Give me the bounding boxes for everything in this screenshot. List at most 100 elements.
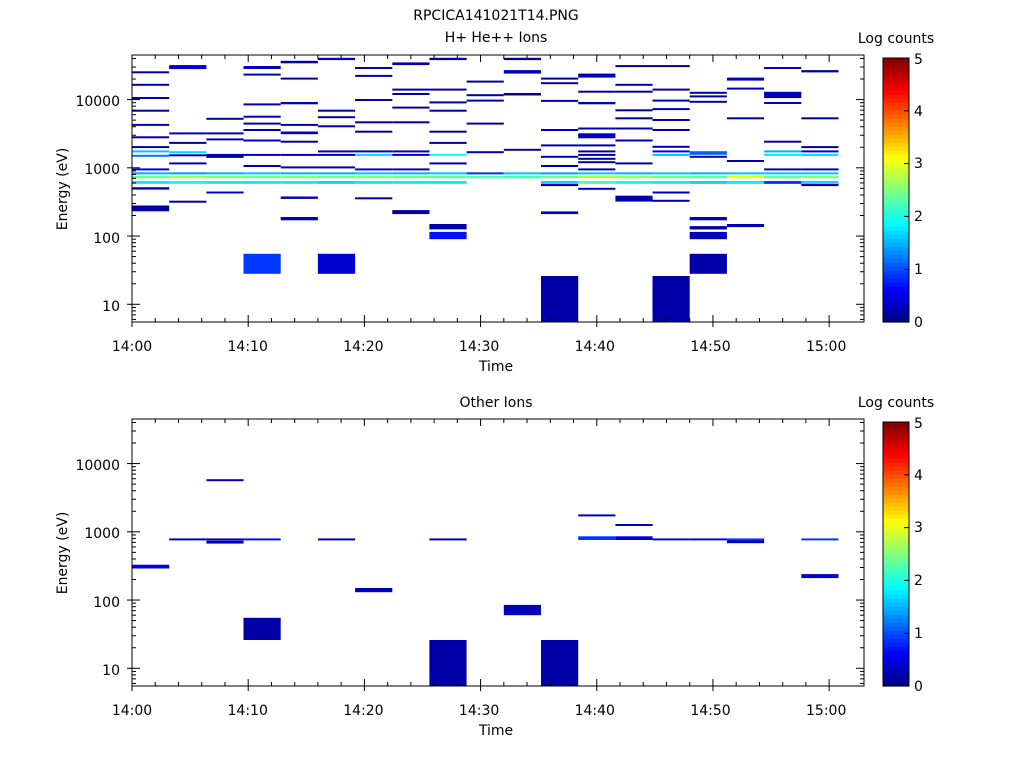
panel-h-he-ions: H+ He++ Ions Energy (eV) Time 14:00 14:1…	[55, 30, 934, 375]
colorbar-tick-label: 3	[914, 156, 923, 172]
colorbar-swatch	[883, 270, 909, 275]
colorbar-swatch	[883, 154, 909, 159]
y-tick-label: 10	[102, 299, 120, 315]
heatmap-cell	[132, 123, 170, 126]
heatmap-cell	[317, 109, 356, 112]
colorbar-swatch	[883, 246, 909, 251]
heatmap-cell	[615, 172, 653, 175]
heatmap-cell	[355, 181, 393, 184]
heatmap-cell	[429, 109, 467, 112]
heatmap-cell	[132, 564, 170, 569]
heatmap-cell	[429, 130, 467, 133]
colorbar-swatch	[883, 622, 909, 627]
colorbar-swatch	[883, 218, 909, 223]
colorbar-swatch	[883, 110, 909, 115]
heatmap-cell	[689, 181, 727, 184]
colorbar-swatch	[883, 542, 909, 547]
colorbar-swatch	[883, 598, 909, 603]
heatmap-cell	[429, 231, 467, 240]
heatmap-cell	[652, 191, 690, 194]
heatmap-cell	[689, 538, 727, 541]
heatmap-cell	[578, 153, 616, 156]
heatmap-cell	[578, 102, 616, 105]
heatmap-cell	[689, 91, 727, 94]
heatmap-cell	[615, 109, 653, 112]
heatmap-cell	[317, 125, 356, 128]
heatmap-cell	[392, 168, 430, 171]
colorbar-swatch	[883, 70, 909, 75]
heatmap-cell	[578, 127, 616, 130]
axis-ticks	[127, 55, 864, 327]
heatmap-cell	[429, 57, 467, 61]
heatmap-cell	[652, 65, 690, 68]
heatmap-cell	[652, 181, 690, 184]
colorbar-swatch	[883, 90, 909, 95]
colorbar-swatch	[883, 666, 909, 671]
heatmap-cell	[317, 57, 356, 61]
heatmap-cell	[355, 74, 393, 77]
heatmap-cell	[615, 117, 653, 120]
heatmap-cell	[169, 181, 207, 184]
colorbar-tick-label: 4	[914, 468, 923, 484]
heatmap-cell	[578, 161, 616, 164]
colorbar-swatch	[883, 238, 909, 243]
heatmap-cell	[726, 224, 765, 228]
heatmap-cell	[317, 116, 356, 119]
heatmap-cell	[764, 175, 802, 179]
heatmap-cell	[652, 88, 690, 91]
heatmap-cell	[429, 88, 467, 91]
colorbar-swatch	[883, 438, 909, 443]
heatmap-cell	[280, 140, 318, 143]
heatmap-cell	[764, 67, 802, 69]
colorbar-swatch	[883, 646, 909, 651]
heatmap-cell	[578, 157, 616, 160]
heatmap-cell	[801, 172, 839, 175]
heatmap-cell	[541, 77, 579, 80]
colorbar-swatch	[883, 278, 909, 283]
heatmap-cell	[726, 160, 765, 162]
colorbar-swatch	[883, 242, 909, 247]
heatmap-cell	[132, 97, 170, 99]
heatmap-cell	[169, 151, 207, 154]
heatmap-cell	[689, 151, 727, 155]
colorbar-swatch	[883, 214, 909, 219]
colorbar-tick-label: 5	[914, 416, 923, 432]
colorbar-swatch	[883, 458, 909, 463]
heatmap-cell	[243, 617, 281, 640]
colorbar-swatch	[883, 586, 909, 591]
heatmap-cell	[280, 77, 318, 80]
y-tick-label: 100	[93, 231, 120, 247]
heatmap-cell	[652, 172, 690, 175]
heatmap-cell	[578, 181, 616, 184]
heatmap-cell	[801, 146, 839, 149]
colorbar-swatch	[883, 474, 909, 479]
heatmap-cell	[801, 175, 839, 179]
panel-title: H+ He++ Ions	[445, 30, 548, 46]
y-tick-labels: 10 100 1000 10000	[75, 94, 120, 315]
heatmap-cell	[206, 153, 244, 158]
colorbar-tick-label: 1	[914, 626, 923, 642]
heatmap-cell	[429, 141, 467, 144]
heatmap-cell	[132, 71, 170, 74]
heatmap-cell	[615, 127, 653, 130]
heatmap-cell	[169, 200, 207, 203]
colorbar-swatch	[883, 550, 909, 555]
colorbar-swatch	[883, 134, 909, 139]
colorbar-swatch	[883, 462, 909, 467]
colorbar-tick-label: 4	[914, 104, 923, 120]
colorbar-swatch	[883, 558, 909, 563]
heatmap-cell	[317, 150, 356, 153]
heatmap-cell	[764, 140, 802, 143]
heatmap-cell	[317, 538, 356, 541]
heatmap-cell	[429, 640, 467, 686]
heatmap-cell	[317, 253, 356, 274]
colorbar-swatch	[883, 258, 909, 263]
colorbar-swatch	[883, 58, 909, 63]
colorbar-swatch	[883, 298, 909, 303]
heatmap-cell	[615, 536, 653, 540]
heatmap-cell	[243, 73, 281, 76]
heatmap-cell	[689, 95, 727, 98]
colorbar-tick-label: 5	[914, 52, 923, 68]
colorbar-swatch	[883, 422, 909, 427]
